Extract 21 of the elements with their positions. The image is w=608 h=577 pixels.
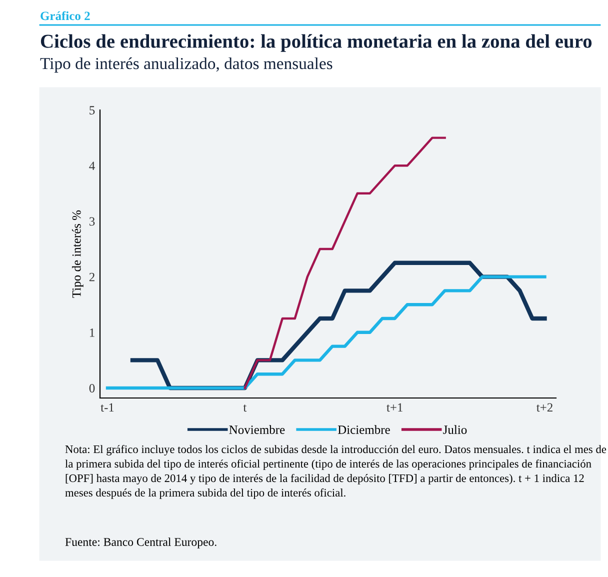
y-tick-label: 4 (89, 162, 95, 170)
y-tick-label: 0 (89, 384, 95, 392)
y-tick-label: 5 (90, 106, 95, 114)
chart-title: Ciclos de endurecimiento: la política monetaria en la zona del euro (40, 34, 592, 52)
y-axis-title: Tipo de interés % (72, 210, 84, 298)
x-tick-label: t (243, 404, 247, 412)
x-tick-label: t+1 (386, 403, 402, 412)
y-tick-label: 2 (89, 272, 94, 282)
legend-label: Noviembre (229, 425, 285, 434)
text: Gráfico 2 (40, 11, 90, 20)
y-tick-label: 1 (90, 328, 94, 337)
text: Nota: El gráfico incluye todos los ciclos de subidas desde la introducción del euro. Datos mensuales. t indica el mes de la primera subida del tipo de interés oficial pertinente (tipo de interés de las operaciones principales de financiación [OPF] hasta mayo de 2014 y tipo de interés de la facilidad de depósito [TFD] a partir de entonces). t + 1 indica 12 meses después de la primera subida del tipo de interés oficial. (65, 445, 606, 499)
legend-label: Julio (443, 425, 467, 434)
line-series (244, 136, 446, 390)
chart-subtitle: Tipo de interés anualizado, datos mensuales (40, 57, 332, 73)
line-series (106, 275, 546, 390)
y-tick-label: 3 (89, 217, 95, 226)
x-tick-label: t-1 (100, 403, 114, 412)
legend-label: Diciembre (338, 425, 390, 434)
source-note: Fuente: Banco Central Europeo. (65, 538, 216, 548)
x-tick-label: t+2 (536, 403, 552, 412)
